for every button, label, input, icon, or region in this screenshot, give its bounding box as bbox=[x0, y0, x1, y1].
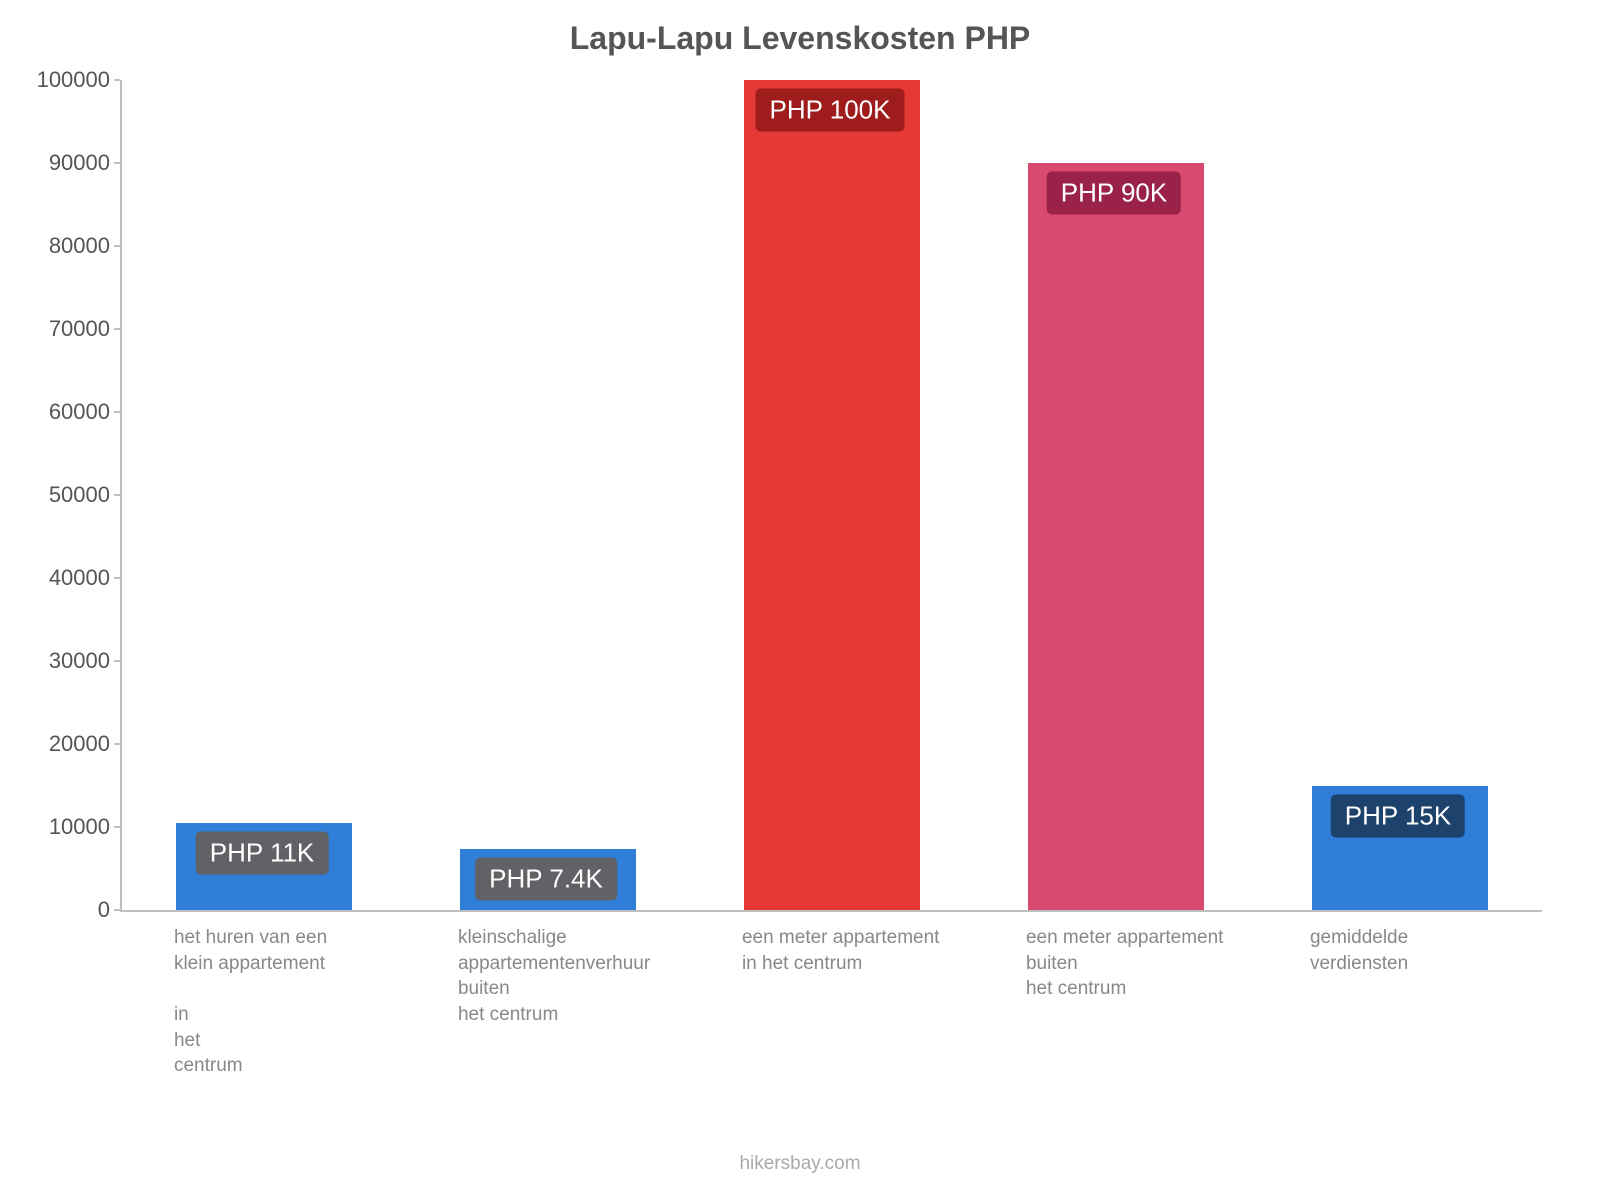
y-tick-label: 20000 bbox=[49, 731, 110, 757]
y-tick-label: 80000 bbox=[49, 233, 110, 259]
cost-of-living-chart: Lapu-Lapu Levenskosten PHP hikersbay.com… bbox=[0, 0, 1600, 1200]
y-tick-label: 70000 bbox=[49, 316, 110, 342]
x-category-label: kleinschaligeappartementenverhuurbuitenh… bbox=[458, 925, 708, 1028]
x-category-label: gemiddeldeverdiensten bbox=[1310, 925, 1560, 976]
y-tick-mark bbox=[114, 245, 120, 247]
bar bbox=[744, 80, 920, 910]
y-tick-mark bbox=[114, 328, 120, 330]
y-tick-mark bbox=[114, 494, 120, 496]
chart-footer: hikersbay.com bbox=[0, 1153, 1600, 1175]
y-tick-label: 40000 bbox=[49, 565, 110, 591]
x-category-label: een meter appartementbuitenhet centrum bbox=[1026, 925, 1276, 1002]
y-tick-label: 60000 bbox=[49, 399, 110, 425]
y-tick-label: 0 bbox=[98, 897, 110, 923]
x-category-label: een meter appartementin het centrum bbox=[742, 925, 992, 976]
chart-title: Lapu-Lapu Levenskosten PHP bbox=[0, 20, 1600, 57]
y-tick-mark bbox=[114, 660, 120, 662]
y-tick-mark bbox=[114, 826, 120, 828]
y-tick-mark bbox=[114, 79, 120, 81]
y-tick-label: 50000 bbox=[49, 482, 110, 508]
x-category-label: het huren van eenklein appartement inhet… bbox=[174, 925, 424, 1079]
y-tick-mark bbox=[114, 162, 120, 164]
value-badge: PHP 15K bbox=[1331, 794, 1465, 837]
y-tick-mark bbox=[114, 577, 120, 579]
value-badge: PHP 90K bbox=[1047, 172, 1181, 215]
y-tick-label: 100000 bbox=[37, 67, 110, 93]
y-tick-mark bbox=[114, 743, 120, 745]
plot-area bbox=[120, 80, 1542, 912]
y-tick-mark bbox=[114, 909, 120, 911]
y-tick-label: 90000 bbox=[49, 150, 110, 176]
y-tick-mark bbox=[114, 411, 120, 413]
value-badge: PHP 11K bbox=[196, 831, 329, 874]
value-badge: PHP 100K bbox=[756, 89, 905, 132]
y-tick-label: 10000 bbox=[49, 814, 110, 840]
bar bbox=[1028, 163, 1204, 910]
value-badge: PHP 7.4K bbox=[475, 857, 617, 900]
y-tick-label: 30000 bbox=[49, 648, 110, 674]
